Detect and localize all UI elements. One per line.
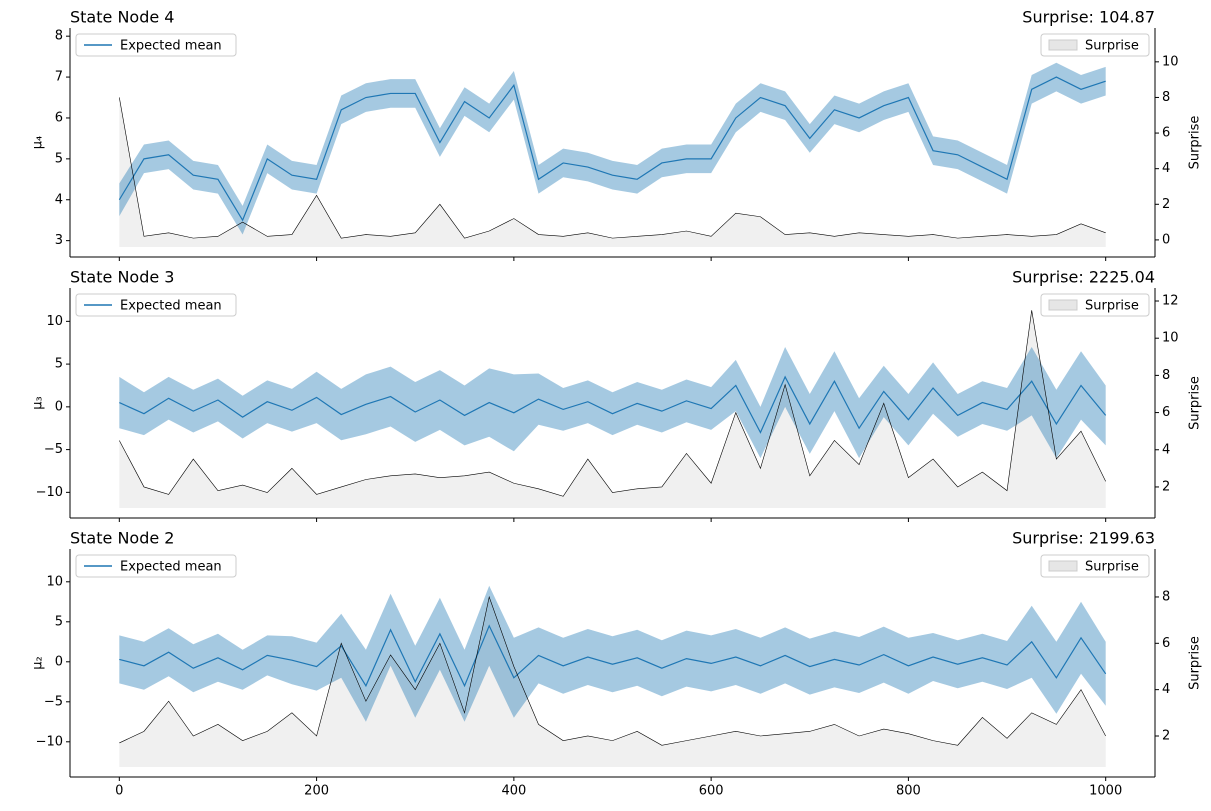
y-tick-label: 5 xyxy=(55,357,63,372)
y-tick-label: −5 xyxy=(44,442,63,457)
legend-label: Expected mean xyxy=(120,560,222,575)
y-tick-label: 10 xyxy=(46,314,63,329)
y2-tick-label: 2 xyxy=(1162,728,1170,743)
panel-title: State Node 4 xyxy=(70,8,174,27)
y2-tick-label: 6 xyxy=(1162,636,1170,651)
surprise-total: Surprise: 104.87 xyxy=(1022,8,1155,27)
surprise-line xyxy=(119,97,1106,239)
y2-tick-label: 2 xyxy=(1162,479,1170,494)
x-tick-label: 600 xyxy=(699,784,724,799)
legend-label: Expected mean xyxy=(120,39,222,54)
y-tick-label: 0 xyxy=(55,399,63,414)
legend-label: Surprise xyxy=(1085,299,1139,314)
y-axis-label: μ₄ xyxy=(31,136,46,149)
mean-line xyxy=(119,375,1107,434)
y2-axis-label: Surprise xyxy=(1188,376,1203,430)
x-tick-label: 0 xyxy=(115,784,123,799)
y2-tick-label: 0 xyxy=(1162,232,1170,247)
panel-title: State Node 3 xyxy=(70,268,174,287)
legend-swatch xyxy=(1048,39,1078,51)
y2-tick-label: 8 xyxy=(1162,368,1170,383)
y2-tick-label: 4 xyxy=(1162,161,1170,176)
y-tick-label: 10 xyxy=(46,574,63,589)
y-tick-label: −5 xyxy=(44,694,63,709)
y2-tick-label: 12 xyxy=(1162,294,1179,309)
y-tick-label: 4 xyxy=(55,192,63,207)
y-tick-label: −10 xyxy=(36,734,63,749)
panel: −10 −5 0 5 10 2 4 6 8 10 12 State Node 3 Surprise: 2… xyxy=(31,268,1203,522)
y-tick-label: 6 xyxy=(55,110,63,125)
legend-swatch xyxy=(1048,560,1078,572)
y-tick-label: 8 xyxy=(55,29,63,44)
y-axis-label: μ₂ xyxy=(31,656,46,669)
surprise-total: Surprise: 2199.63 xyxy=(1012,529,1155,548)
mean-band xyxy=(119,585,1106,722)
legend-label: Expected mean xyxy=(120,299,222,314)
legend-box xyxy=(75,293,237,317)
legend-box xyxy=(75,33,237,57)
surprise-line xyxy=(119,310,1106,497)
y2-tick-label: 10 xyxy=(1162,54,1179,69)
panel-title: State Node 2 xyxy=(70,529,174,548)
x-tick-label: 400 xyxy=(501,784,526,799)
legend-label: Surprise xyxy=(1085,39,1139,54)
y2-tick-label: 8 xyxy=(1162,90,1170,105)
y-axis-label: μ₃ xyxy=(31,396,46,409)
surprise-total: Surprise: 2225.04 xyxy=(1012,268,1155,287)
y-tick-label: 5 xyxy=(55,614,63,629)
x-tick-label: 200 xyxy=(304,784,329,799)
y2-axis-label: Surprise xyxy=(1188,636,1203,690)
y2-tick-label: 6 xyxy=(1162,405,1170,420)
y-tick-label: −10 xyxy=(36,485,63,500)
surprise-area xyxy=(119,596,1106,767)
mean-line xyxy=(118,76,1106,222)
y2-tick-label: 8 xyxy=(1162,589,1170,604)
y-tick-label: 0 xyxy=(55,654,63,669)
y-tick-label: 5 xyxy=(55,151,63,166)
mean-line xyxy=(119,624,1107,688)
panel: 0 200 400 600 800 1000 −10 −5 0 5 10 2 4 6 8 State Node… xyxy=(31,529,1203,799)
y2-tick-label: 4 xyxy=(1162,682,1170,697)
legend-swatch xyxy=(1048,299,1078,311)
x-tick-label: 1000 xyxy=(1089,784,1122,799)
y2-axis-label: Surprise xyxy=(1188,116,1203,170)
y2-tick-label: 10 xyxy=(1162,331,1179,346)
y-tick-label: 3 xyxy=(55,233,63,248)
surprise-line xyxy=(119,595,1106,746)
legend-label: Surprise xyxy=(1085,560,1139,575)
y-tick-label: 7 xyxy=(55,70,63,85)
panel: 3 4 5 6 7 8 0 2 4 6 8 10 State Node 4 Surprise: 104.8… xyxy=(31,8,1203,261)
legend-box xyxy=(75,554,237,578)
mean-band xyxy=(119,62,1106,235)
x-tick-label: 800 xyxy=(896,784,921,799)
y2-tick-label: 4 xyxy=(1162,442,1170,457)
y2-tick-label: 6 xyxy=(1162,126,1170,141)
y2-tick-label: 2 xyxy=(1162,197,1170,212)
mean-band xyxy=(119,346,1106,459)
